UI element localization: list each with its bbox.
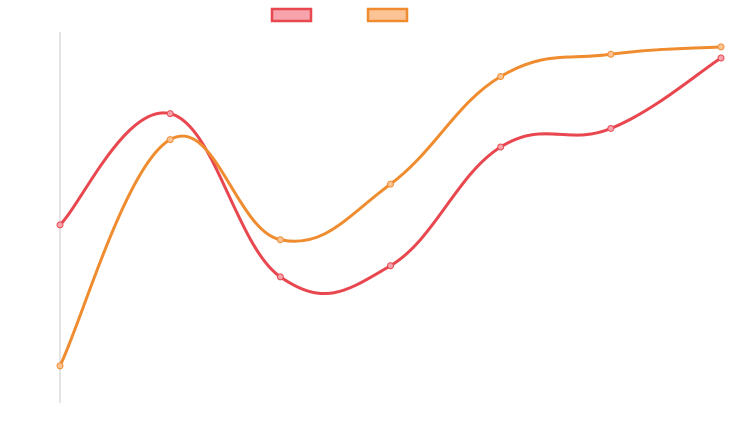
series-2-point-6[interactable]	[717, 43, 725, 51]
series-2	[56, 43, 725, 370]
series-1-point-3[interactable]	[387, 262, 394, 270]
series-2-point-2[interactable]	[276, 236, 284, 244]
series-1-point-0[interactable]	[56, 221, 64, 229]
series-2-point-3[interactable]	[387, 180, 394, 188]
series-2-point-0[interactable]	[56, 362, 64, 370]
series-1-point-1[interactable]	[166, 110, 174, 118]
series-layer	[56, 43, 725, 370]
series-1-point-2[interactable]	[276, 273, 284, 281]
legend	[270, 7, 409, 23]
series-2-line	[58, 45, 723, 368]
series-1-line	[58, 56, 723, 296]
series-2-point-1[interactable]	[166, 136, 174, 144]
series-1-point-4[interactable]	[497, 143, 505, 151]
series-1-point-6[interactable]	[717, 54, 725, 62]
series-2-point-4[interactable]	[497, 73, 505, 81]
legend-swatch-2[interactable]	[366, 7, 409, 23]
series-2-point-5[interactable]	[607, 50, 615, 58]
series-1	[56, 54, 725, 296]
series-1-point-5[interactable]	[607, 124, 615, 132]
legend-swatch-1[interactable]	[270, 7, 313, 23]
